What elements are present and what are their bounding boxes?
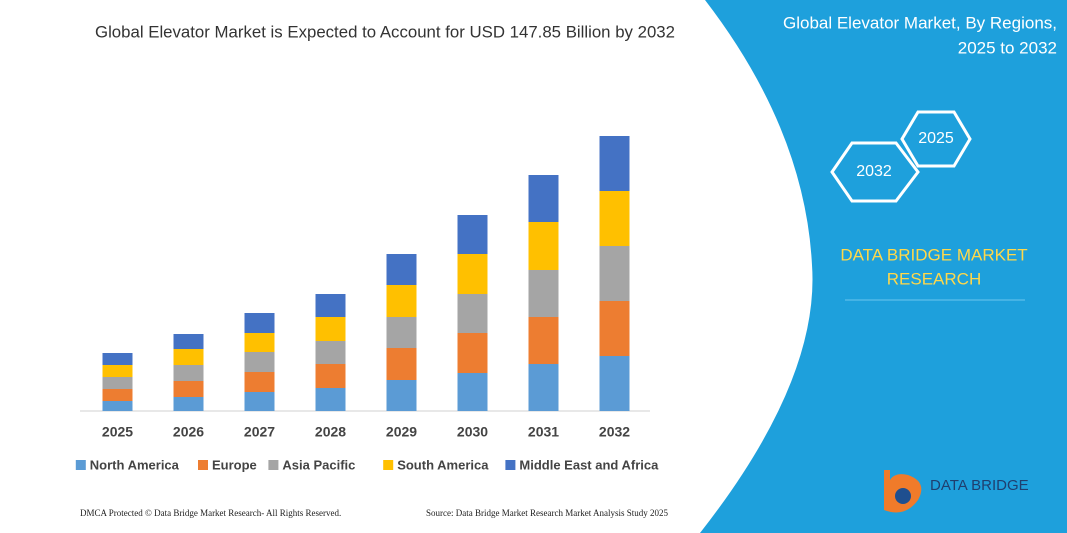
bar-segment [599,356,630,411]
bar-segment [173,349,204,365]
brand-text: DATA BRIDGE MARKET [840,245,1027,264]
bar-segment [599,301,630,356]
bar-segment [457,294,488,333]
bar-segment [386,254,417,285]
bar-segment [102,377,133,389]
x-tick-label: 2027 [244,424,275,440]
bar-segment [386,348,417,380]
bar-segment [102,353,133,365]
bar-segment [386,285,417,317]
logo-mark [895,488,911,504]
hexagon [830,141,920,203]
bar-segment [528,364,559,411]
bar-segment [244,372,275,392]
bar-segment [386,380,417,411]
bar-segment [457,373,488,411]
chart-title-line: Global Elevator Market is Expected to Ac… [95,22,675,41]
legend-swatch [268,460,279,470]
bar-segment [457,254,488,294]
legend-swatch [383,460,394,470]
bar-segment [173,397,204,411]
bar-segment [102,389,133,401]
legend-swatch [505,460,516,470]
bar-segment [102,365,133,377]
logo-text: DATA BRIDGE [930,477,1029,494]
brand-text: RESEARCH [887,269,981,288]
legend-label: Asia Pacific [282,457,355,472]
side-panel [700,0,1067,533]
legend-label: Middle East and Africa [519,457,659,472]
bar-segment [173,334,204,349]
bar-segment [528,222,559,270]
bar-segment [599,246,630,301]
bar-segment [386,317,417,348]
legend-label: Europe [212,457,257,472]
legend-swatch [75,460,86,470]
footer-text: DMCA Protected © Data Bridge Market Rese… [80,508,341,518]
x-tick-label: 2032 [599,424,630,440]
legend-label: South America [397,457,489,472]
bar-segment [457,333,488,373]
x-tick-label: 2029 [386,424,417,440]
bar-segment [528,317,559,364]
x-tick-label: 2031 [528,424,559,440]
x-tick-label: 2030 [457,424,488,440]
bar-segment [599,191,630,246]
bar-segment [244,352,275,372]
bar-segment [315,341,346,364]
bar-segment [528,175,559,222]
bar-segment [244,333,275,352]
x-tick-label: 2026 [173,424,204,440]
hex-label: 2025 [918,130,954,147]
bar-segment [315,388,346,411]
panel-title: Global Elevator Market, By Regions, [783,13,1057,32]
bar-segment [102,401,133,411]
bar-segment [528,270,559,317]
bar-segment [244,392,275,411]
bar-segment [599,136,630,191]
legend-label: North America [90,457,180,472]
bar-segment [457,215,488,254]
footer-text: Source: Data Bridge Market Research Mark… [426,508,668,518]
hexagon [900,110,972,168]
x-tick-label: 2025 [102,424,133,440]
x-tick-label: 2028 [315,424,346,440]
bar-segment [173,381,204,397]
bar-segment [315,294,346,317]
bar-segment [173,365,204,381]
hex-label: 2032 [856,163,892,180]
panel-title: 2025 to 2032 [958,38,1057,57]
bar-segment [244,313,275,333]
legend-swatch [198,460,208,470]
bar-segment [315,317,346,341]
bar-segment [315,364,346,388]
